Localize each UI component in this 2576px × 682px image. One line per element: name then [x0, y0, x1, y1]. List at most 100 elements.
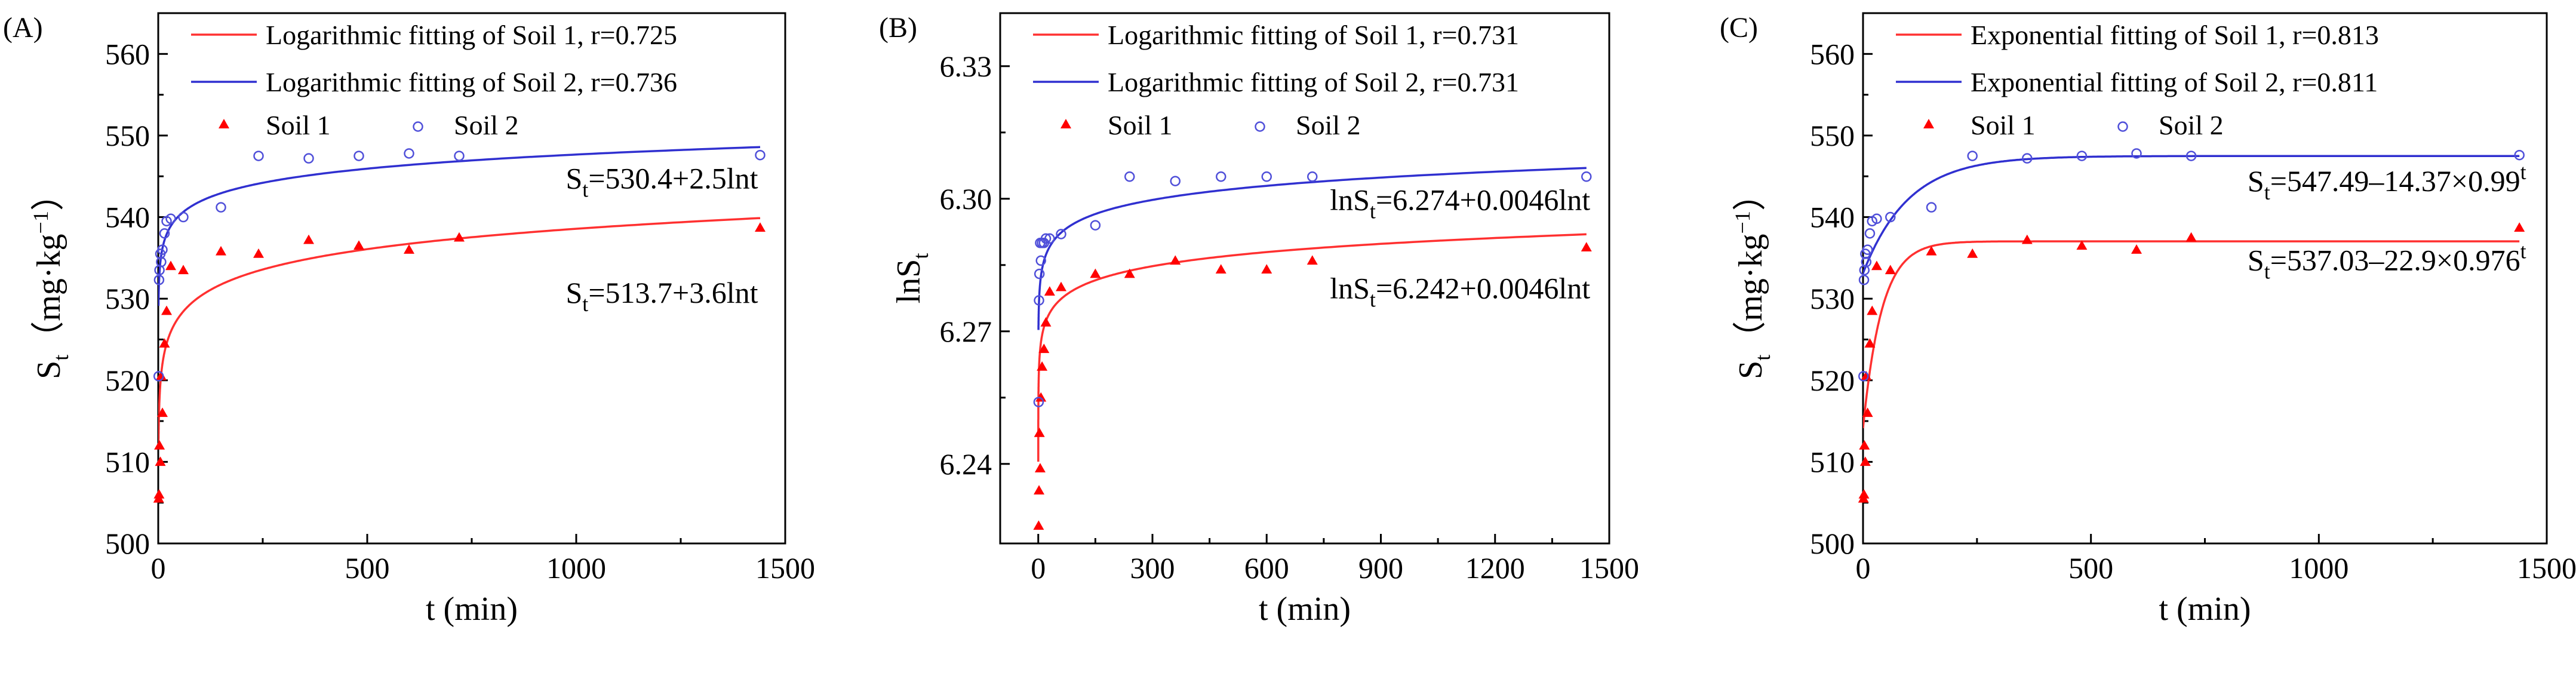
soil1-point: [1871, 260, 1882, 271]
soil2-point: [1090, 220, 1101, 231]
soil2-point: [1967, 150, 1978, 161]
legend-label-soil1-fit: Logarithmic fitting of Soil 1, r=0.725: [266, 20, 677, 50]
y-tick-label: 6.33: [940, 50, 992, 83]
fit-equation-1: lnSt=6.274+0.0046lnt: [1330, 183, 1590, 223]
soil1-point: [404, 244, 414, 254]
soil1-point: [1885, 265, 1896, 275]
fit-equation-1: St=530.4+2.5lnt: [565, 162, 758, 202]
soil2-point: [1034, 295, 1044, 306]
soil1-point: [1034, 463, 1046, 472]
soil2-point: [1871, 213, 1882, 225]
fit-line-1: [1037, 233, 1587, 462]
fit-line-2: [158, 146, 761, 306]
fit-equation-2: lnSt=6.242+0.0046lnt: [1330, 271, 1590, 311]
soil1-point: [1581, 242, 1592, 251]
soil2-point: [2185, 150, 2197, 161]
plot-frame: [999, 12, 1610, 545]
panel-label: (C): [1720, 12, 1758, 44]
legend-marker-soil1: [219, 119, 229, 128]
soil2-point: [1040, 233, 1052, 244]
soil1-point: [178, 265, 189, 275]
soil1-point: [161, 305, 172, 315]
legend-marker-soil1: [1923, 119, 1934, 128]
soil1-point: [1861, 370, 1872, 380]
soil2-point: [2131, 148, 2142, 159]
soil2-point: [404, 148, 414, 159]
soil2-point: [157, 244, 168, 255]
soil2-point: [303, 153, 314, 164]
soil1-point: [303, 234, 314, 244]
y-tick-label: 6.30: [940, 182, 992, 216]
soil2-point: [2514, 149, 2525, 161]
soil2-point: [1033, 397, 1044, 407]
x-tick-label: 0: [1031, 551, 1046, 585]
soil2-point: [1307, 171, 1318, 182]
y-tick-label: 520: [105, 364, 150, 397]
fit-line-1: [158, 217, 761, 447]
soil1-point: [454, 232, 465, 242]
fit-equation-2: St=537.03–22.9×0.976t: [2248, 239, 2526, 283]
soil1-point: [1307, 255, 1318, 265]
x-tick-label: 1500: [2517, 551, 2576, 585]
panel-label: (A): [3, 12, 43, 44]
soil1-point: [1034, 485, 1045, 494]
y-tick-label: 540: [105, 201, 150, 234]
soil2-point: [1581, 171, 1592, 182]
x-tick-label: 500: [2068, 551, 2113, 585]
soil2-point: [1035, 255, 1046, 266]
y-axis-label: St（mg·kg−1）: [29, 177, 73, 379]
y-axis-label: lnSt: [890, 253, 933, 304]
x-axis-label: t (min): [1259, 591, 1351, 628]
y-tick-label: 540: [1810, 201, 1855, 234]
y-tick-label: 500: [1810, 527, 1855, 560]
soil2-point: [178, 211, 189, 223]
fit-equation-2: St=513.7+3.6lnt: [565, 276, 758, 316]
soil1-point: [2076, 240, 2088, 250]
soil1-point: [1867, 305, 1878, 315]
legend-label-soil2: Soil 2: [454, 110, 519, 140]
x-tick-label: 0: [1856, 551, 1871, 585]
y-tick-label: 510: [1810, 445, 1855, 478]
soil2-point: [1170, 176, 1181, 186]
legend-label-soil2: Soil 2: [1296, 110, 1361, 140]
soil2-point: [253, 150, 264, 161]
soil2-point: [1862, 244, 1873, 255]
legend-marker-soil2: [1255, 121, 1265, 132]
legend-marker-soil2: [413, 121, 423, 132]
y-tick-label: 520: [1810, 364, 1855, 397]
soil2-point: [353, 150, 364, 161]
y-tick-label: 6.27: [940, 315, 992, 348]
soil2-point: [1034, 268, 1045, 279]
y-tick-label: 510: [105, 445, 150, 478]
soil1-point: [1862, 407, 1873, 417]
soil1-point: [1034, 428, 1045, 437]
legend-marker-soil1: [1060, 119, 1071, 128]
soil1-point: [1864, 338, 1876, 348]
soil1-point: [154, 440, 165, 450]
soil2-point: [1858, 371, 1869, 382]
soil2-point: [1885, 211, 1896, 223]
soil2-point: [1261, 171, 1272, 182]
soil2-point: [159, 228, 170, 239]
soil1-point: [1261, 264, 1272, 274]
soil1-point: [1090, 268, 1101, 278]
soil1-point: [755, 222, 766, 232]
soil1-point: [353, 240, 364, 250]
soil2-point: [1926, 202, 1937, 213]
soil2-point: [1861, 256, 1872, 268]
soil1-point: [1044, 286, 1055, 296]
soil1-point: [1124, 268, 1135, 278]
y-tick-label: 550: [105, 119, 150, 152]
soil1-point: [2021, 234, 2033, 244]
x-tick-label: 1000: [2289, 551, 2348, 585]
soil1-point: [165, 260, 176, 271]
x-axis-label: t (min): [2159, 591, 2251, 628]
fit-line-2: [1863, 155, 2520, 274]
x-tick-label: 900: [1358, 551, 1403, 585]
soil1-point: [1859, 456, 1871, 466]
y-tick-label: 560: [105, 37, 150, 70]
x-tick-label: 1000: [546, 551, 606, 585]
soil1-point: [1859, 440, 1870, 450]
